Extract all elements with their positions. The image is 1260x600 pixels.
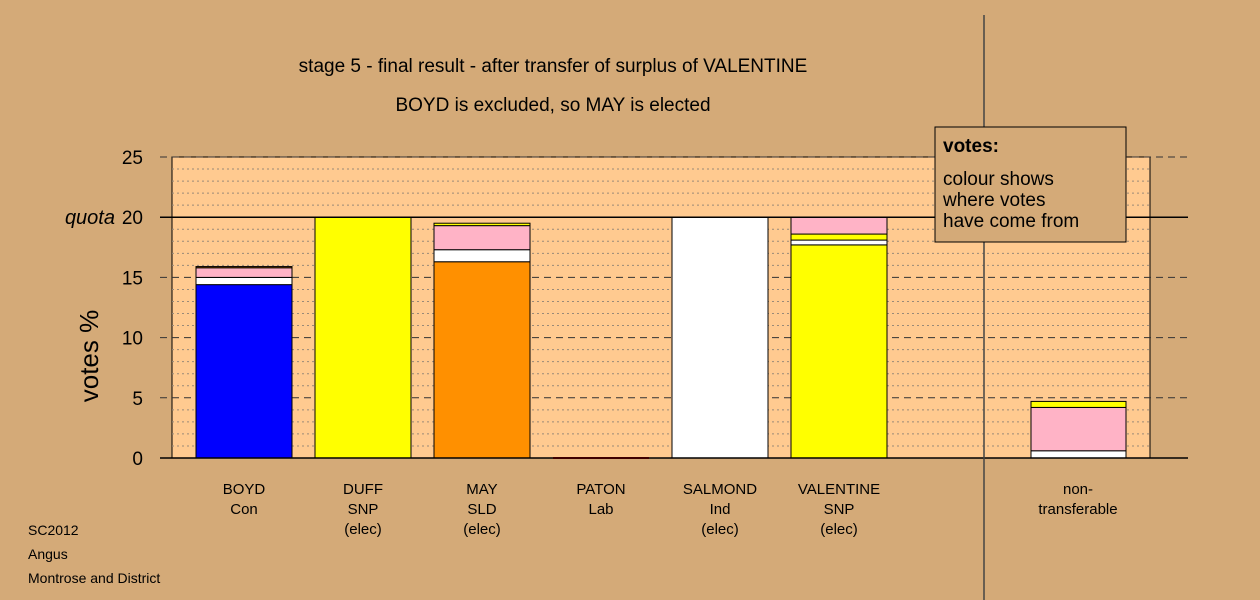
footer-line-1: SC2012 (28, 522, 79, 538)
category-label-4-1: Ind (710, 501, 731, 518)
chart-title: stage 5 - final result - after transfer … (299, 56, 808, 77)
bar-segment-nt-2 (1030, 400, 1127, 408)
category-label-5-2: (elec) (820, 521, 858, 538)
category-label-3-1: Lab (588, 501, 613, 518)
category-label-5-1: SNP (824, 501, 855, 518)
category-label-nt-0: non- (1063, 481, 1093, 498)
legend-line-3: have come from (943, 211, 1079, 232)
category-label-0-1: Con (230, 501, 258, 518)
y-tick-10: 10 (122, 329, 143, 350)
legend-line-1: colour shows (943, 169, 1054, 190)
y-tick-25: 25 (122, 148, 143, 169)
category-labels: BOYD Con DUFF SNP (elec) MAY SLD (elec) PATON Lab… (223, 481, 1118, 538)
bar-segment-5-1 (790, 239, 888, 246)
category-label-4-2: (elec) (701, 521, 739, 538)
bar-segment-2-3 (433, 222, 531, 227)
bar-segment-0-1 (195, 276, 293, 286)
category-label-3-0: PATON (576, 481, 625, 498)
legend: votes: colour shows where votes have com… (934, 126, 1127, 243)
y-tick-20: 20 (122, 208, 143, 229)
category-label-2-1: SLD (467, 501, 496, 518)
y-axis-label: votes % (74, 310, 104, 403)
bar-segment-2-1 (433, 249, 531, 263)
bar-segment-2-0 (433, 261, 531, 459)
y-tick-labels: 0 5 10 15 20 25 quota (65, 148, 143, 470)
legend-box (934, 126, 1127, 243)
bar-segment-nt-1 (1030, 406, 1127, 452)
footer-line-3: Montrose and District (28, 570, 160, 586)
category-label-0-0: BOYD (223, 481, 266, 498)
bar-segment-1-0 (314, 216, 412, 459)
footer: SC2012 Angus Montrose and District (28, 522, 160, 586)
footer-line-2: Angus (28, 546, 68, 562)
category-label-4-0: SALMOND (683, 481, 757, 498)
bar-segment-0-3 (195, 266, 293, 269)
legend-title: votes: (943, 136, 999, 157)
category-label-5-0: VALENTINE (798, 481, 880, 498)
y-tick-15: 15 (122, 268, 143, 289)
category-label-nt-1: transferable (1038, 501, 1117, 518)
bar-segment-5-0 (790, 244, 888, 459)
quota-label: quota (65, 207, 115, 229)
bar-segment-2-2 (433, 225, 531, 251)
chart-subtitle: BOYD is excluded, so MAY is elected (395, 95, 710, 116)
y-tick-5: 5 (132, 389, 143, 410)
legend-line-2: where votes (942, 190, 1045, 211)
category-label-2-0: MAY (466, 481, 497, 498)
bar-segment-0-0 (195, 284, 293, 459)
bar-segment-nt-0 (1030, 450, 1127, 459)
y-tick-0: 0 (132, 449, 143, 470)
category-label-1-0: DUFF (343, 481, 383, 498)
bar-segment-0-2 (195, 267, 293, 278)
bars (195, 216, 1127, 459)
category-label-2-2: (elec) (463, 521, 501, 538)
bar-segment-4-0 (671, 216, 769, 459)
bar-segment-5-2 (790, 233, 888, 241)
bar-segment-5-3 (790, 216, 888, 235)
category-label-1-2: (elec) (344, 521, 382, 538)
category-label-1-1: SNP (348, 501, 379, 518)
